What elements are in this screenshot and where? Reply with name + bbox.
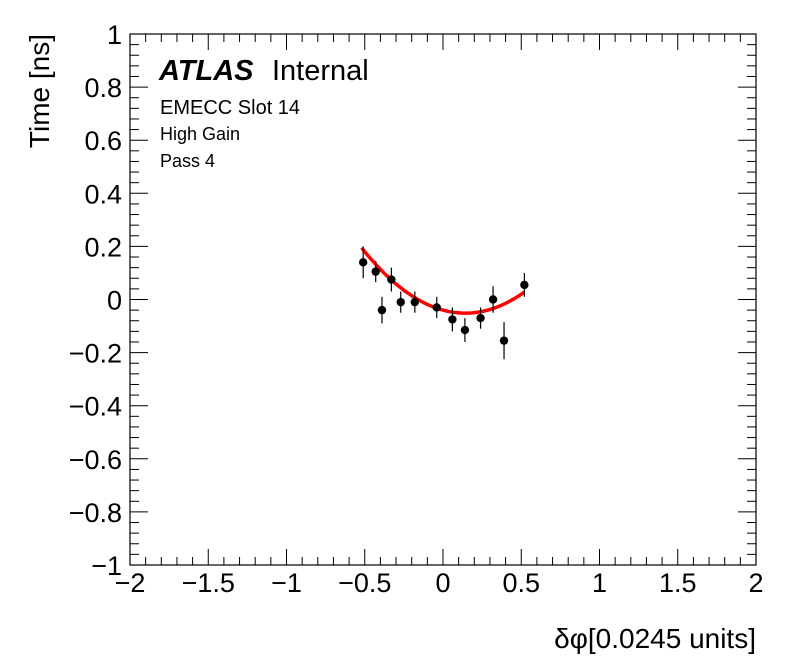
data-point: [488, 295, 498, 304]
data-point: [499, 336, 509, 345]
annotation-line-2: High Gain: [160, 124, 240, 144]
y-axis-title: Time [ns]: [24, 34, 55, 148]
y-tick-label: −0.4: [69, 392, 122, 422]
y-tick-label: −0.8: [69, 498, 122, 528]
x-tick-label: −0.5: [338, 568, 391, 598]
x-tick-label: 2: [748, 568, 763, 598]
x-tick-label: −1.5: [182, 568, 235, 598]
x-tick-label: 0: [435, 568, 450, 598]
data-point: [396, 297, 405, 307]
data-point: [460, 325, 470, 335]
y-tick-label: −0.6: [69, 445, 122, 475]
x-axis-title: δφ[0.0245 units]: [554, 623, 756, 654]
data-point: [377, 305, 387, 315]
data-point: [476, 313, 485, 323]
x-tick-label: −2: [115, 568, 146, 598]
data-point: [358, 258, 368, 267]
internal-label: Internal: [272, 55, 369, 87]
data-point: [520, 280, 529, 290]
y-tick-label: 1: [107, 20, 122, 50]
y-tick-label: 0.6: [84, 126, 122, 156]
atlas-label: ATLAS: [158, 55, 254, 87]
fit-layer: [360, 246, 526, 315]
y-tick-label: 0: [107, 286, 122, 316]
annotation-line-3: Pass 4: [160, 151, 215, 171]
annotation-line-1: EMECC Slot 14: [160, 97, 300, 119]
data-point: [410, 297, 420, 307]
data-point: [387, 275, 396, 284]
axis-ticks: [129, 33, 757, 566]
y-tick-label: −0.2: [69, 339, 122, 369]
x-tick-label: −1: [271, 568, 302, 598]
y-tick-label: 0.8: [84, 73, 122, 103]
y-tick-label: −1: [91, 551, 122, 581]
data-point: [448, 315, 457, 324]
y-tick-label: 0.2: [84, 232, 122, 262]
x-tick-label: 0.5: [502, 568, 540, 598]
fit-curve: [360, 246, 526, 315]
tick-labels: −2 −1.5 −1 −0.5 0 0.5 1 1.5 2 −1 −0.8 −0.6 −0.4 −0.2 0…: [69, 20, 764, 598]
data-point: [432, 303, 441, 312]
x-tick-label: 1.5: [659, 568, 697, 598]
x-tick-label: 1: [592, 568, 607, 598]
points-layer: [358, 246, 529, 360]
y-tick-label: 0.4: [84, 179, 122, 209]
data-point: [371, 267, 380, 276]
